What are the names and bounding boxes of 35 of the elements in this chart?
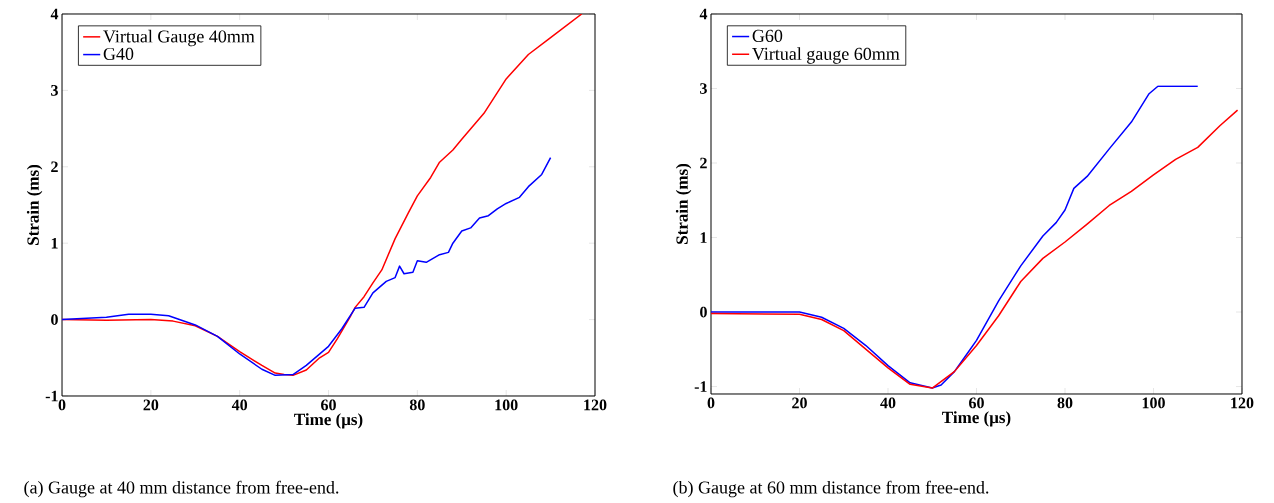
text: (b) Gauge at 60 mm distance from free-end. <box>673 480 989 498</box>
x-tick-label: 20 <box>792 397 807 409</box>
text: (a) Gauge at 40 mm distance from free-end. <box>24 480 339 498</box>
x-tick-label: 60 <box>321 399 336 411</box>
x-tick-label: 40 <box>880 397 896 409</box>
x-tick-label: 40 <box>231 399 248 411</box>
x-tick-label: 80 <box>1057 397 1073 409</box>
y-tick-label: 2 <box>51 161 58 173</box>
y-tick-label: -1 <box>694 381 707 392</box>
legend-label: Virtual gauge 60mm <box>752 47 900 64</box>
y-tick-label: 0 <box>700 306 707 318</box>
y-axis-title: Strain (ms) <box>675 163 692 244</box>
y-tick-label: 4 <box>50 8 59 20</box>
legend-label: Virtual Gauge 40mm <box>103 29 255 47</box>
y-tick-label: 0 <box>51 314 58 325</box>
y-tick-label: 1 <box>700 232 707 243</box>
x-axis-title: Time (μs) <box>942 411 1011 427</box>
y-tick-label: 1 <box>51 237 58 249</box>
y-tick-label: 4 <box>699 8 708 20</box>
x-tick-label: 80 <box>409 399 425 411</box>
line-series <box>62 156 552 377</box>
y-tick-label: 3 <box>700 83 707 94</box>
y-axis-title: Strain (ms) <box>26 164 43 245</box>
x-axis-title: Time (μs) <box>294 413 363 429</box>
x-tick-label: 60 <box>969 397 984 409</box>
y-tick-label: 2 <box>700 157 707 169</box>
y-tick-label: 3 <box>51 85 58 96</box>
y-tick-label: -1 <box>45 390 58 402</box>
legend-label: G40 <box>103 47 134 60</box>
x-tick-label: 100 <box>1142 397 1165 409</box>
x-tick-label: 120 <box>584 399 607 411</box>
x-tick-label: 100 <box>495 399 518 411</box>
x-tick-label: 20 <box>143 399 159 411</box>
x-tick-label: 120 <box>1231 397 1254 409</box>
legend-label: G60 <box>752 29 783 42</box>
